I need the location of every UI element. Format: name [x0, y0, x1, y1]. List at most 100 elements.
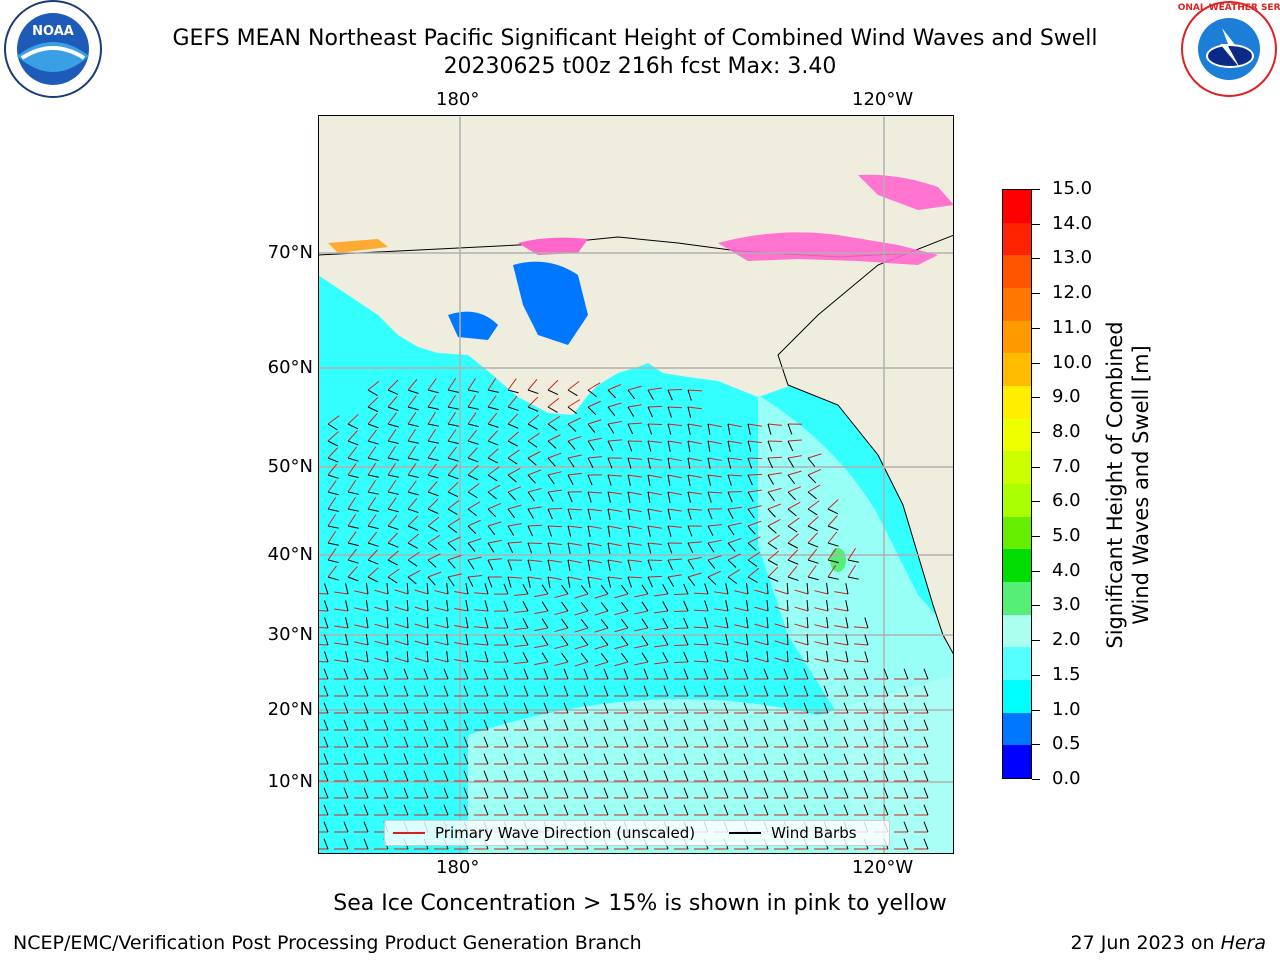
wind-barb	[427, 474, 439, 479]
wind-barb	[383, 702, 389, 714]
wind-barb	[767, 542, 778, 550]
colorbar-tick-label: 1.5	[1052, 663, 1081, 685]
wind-barb	[522, 634, 529, 646]
wind-barb	[447, 474, 459, 480]
sea-ice-note: Sea Ice Concentration > 15% is shown in …	[333, 891, 947, 916]
colorbar-segment	[1003, 320, 1031, 354]
wave-arrow	[827, 515, 838, 527]
wave-arrow	[807, 516, 819, 527]
wind-barb	[823, 719, 829, 731]
wind-barb	[541, 618, 549, 629]
wind-barb	[487, 474, 498, 482]
wind-barb	[407, 576, 417, 585]
wind-barb	[647, 525, 651, 537]
wave-arrow	[734, 641, 749, 646]
wind-barb	[345, 634, 349, 646]
colorbar-tick	[1032, 605, 1040, 607]
wind-barb	[743, 787, 749, 799]
wave-arrow	[707, 491, 723, 494]
wave-arrow	[347, 430, 358, 442]
wave-arrow	[318, 610, 329, 612]
wave-arrow	[567, 454, 582, 459]
wind-barb	[503, 736, 509, 748]
wave-arrow	[754, 623, 769, 629]
wind-barb	[367, 474, 379, 478]
wind-barb	[647, 559, 653, 571]
wave-arrow	[607, 542, 622, 547]
wave-arrow	[407, 428, 417, 442]
wave-arrow	[547, 489, 562, 493]
wind-barb	[627, 525, 631, 537]
wind-barb	[426, 582, 429, 595]
wave-arrow	[627, 457, 642, 460]
wind-barb	[563, 753, 569, 765]
wave-arrow	[354, 658, 369, 663]
wave-arrow	[474, 609, 489, 612]
wave-arrow	[454, 608, 469, 612]
wave-arrow	[534, 610, 549, 615]
wind-barb	[523, 770, 529, 782]
wave-arrow	[587, 437, 602, 442]
wind-barb	[623, 736, 629, 748]
wind-barb	[627, 576, 632, 588]
wind-barb	[763, 753, 769, 765]
bering-strait-low-waves	[513, 261, 588, 345]
wind-barb	[406, 616, 409, 629]
wind-barb	[607, 559, 611, 571]
wave-arrow	[693, 609, 709, 612]
lat-label-40n: 40°N	[267, 544, 313, 565]
wave-arrow	[467, 377, 476, 391]
wind-barb	[467, 457, 479, 463]
wind-barb	[803, 787, 809, 799]
wind-barb	[327, 457, 339, 463]
wind-barb	[567, 508, 572, 520]
wave-arrow	[447, 499, 460, 510]
wind-barb	[423, 753, 429, 765]
wave-arrow	[627, 542, 642, 546]
wind-barb	[447, 542, 457, 551]
wave-arrow	[434, 607, 449, 612]
wave-arrow	[834, 659, 849, 663]
wind-barb	[623, 770, 629, 782]
wind-barb	[621, 601, 629, 612]
wave-height-map	[318, 115, 954, 854]
wind-barb	[387, 491, 399, 495]
wind-barb	[727, 457, 732, 469]
wind-barb	[467, 423, 479, 428]
wind-barb	[563, 736, 569, 748]
wave-arrow	[454, 642, 469, 646]
wind-barb	[447, 457, 459, 462]
wave-arrow	[834, 608, 849, 612]
wind-barb	[487, 423, 499, 428]
colorbar-segment	[1003, 418, 1031, 452]
wave-arrow	[767, 550, 780, 561]
wind-barb	[767, 508, 776, 518]
wave-arrow	[687, 389, 703, 392]
wave-arrow	[367, 429, 377, 442]
wind-barb	[547, 423, 558, 431]
wind-barb	[503, 651, 509, 663]
wind-barb	[567, 474, 574, 485]
wind-barb	[707, 576, 717, 586]
wave-arrow	[587, 382, 601, 391]
wave-arrow	[454, 659, 469, 663]
wind-barb	[786, 582, 789, 595]
wind-barb	[747, 525, 756, 535]
wave-arrow	[734, 607, 749, 612]
wind-barb	[704, 583, 709, 595]
ocean-light-region-south	[468, 675, 954, 854]
wind-barb	[667, 525, 672, 537]
wind-barb	[527, 457, 537, 466]
wind-barb	[723, 668, 729, 680]
wind-barb	[587, 525, 591, 537]
wind-barb	[767, 491, 775, 502]
colorbar-segment	[1003, 581, 1031, 615]
wave-arrow	[474, 592, 489, 595]
wave-arrow	[687, 541, 702, 544]
wind-barb	[687, 491, 691, 503]
wind-barb	[763, 702, 769, 714]
colorbar-segment	[1003, 287, 1031, 321]
wind-barb	[507, 559, 513, 571]
wind-barb	[607, 389, 617, 399]
wave-arrow	[407, 395, 417, 408]
